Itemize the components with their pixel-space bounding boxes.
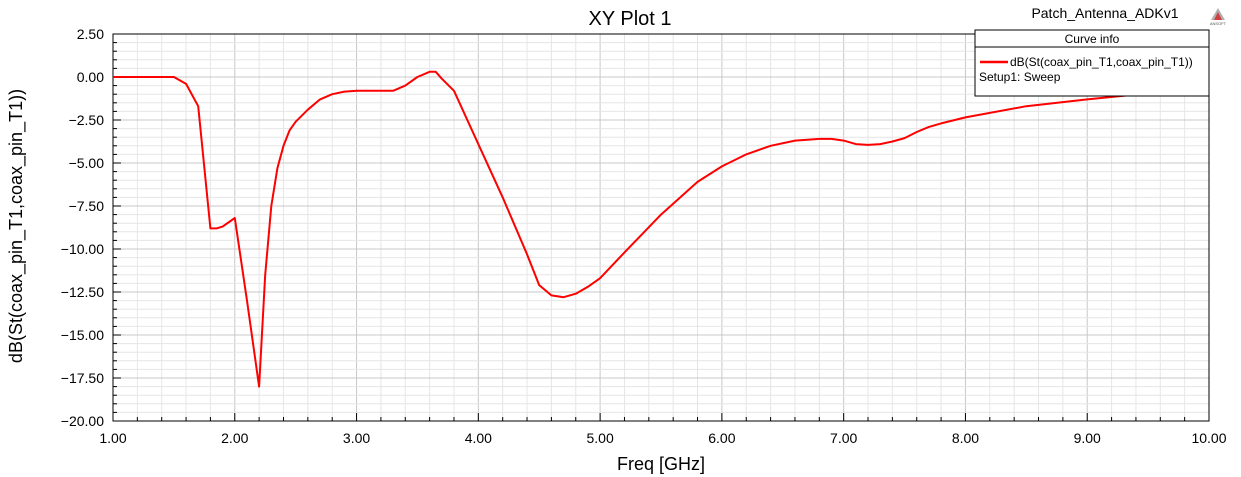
x-tick-label: 8.00 [952, 430, 979, 446]
chart-title: XY Plot 1 [588, 8, 671, 30]
y-tick-label: −2.50 [69, 112, 105, 128]
x-tick-label: 3.00 [343, 430, 370, 446]
project-name: Patch_Antenna_ADKv1 [1031, 5, 1178, 21]
ansoft-logo-icon: ANSOFT [1210, 8, 1227, 26]
axis-ticks [112, 33, 1210, 422]
logo-text: ANSOFT [1210, 21, 1227, 26]
tick-labels: 1.00 2.00 3.00 4.00 5.00 6.00 7.00 8.00 9.00 10.0… [61, 26, 1227, 446]
x-tick-label: 4.00 [465, 430, 492, 446]
grid [112, 33, 1210, 422]
x-tick-label: 2.00 [221, 430, 248, 446]
x-tick-label: 10.00 [1191, 430, 1226, 446]
x-tick-label: 9.00 [1074, 430, 1101, 446]
y-tick-label: −15.00 [61, 327, 104, 343]
legend-title: Curve info [1065, 32, 1120, 46]
y-tick-label: −5.00 [69, 155, 105, 171]
y-tick-label: −17.50 [61, 370, 104, 386]
legend-entry-sublabel: Setup1: Sweep [979, 70, 1061, 84]
series-line-s11 [113, 70, 1209, 388]
legend-entry-label: dB(St(coax_pin_T1,coax_pin_T1)) [1010, 55, 1193, 69]
y-tick-label: −10.00 [61, 241, 104, 257]
y-tick-label: −20.00 [61, 413, 104, 429]
x-tick-label: 7.00 [830, 430, 857, 446]
x-tick-label: 5.00 [586, 430, 613, 446]
x-tick-label: 6.00 [708, 430, 735, 446]
y-axis-label: dB(St(coax_pin_T1,coax_pin_T1)) [6, 89, 27, 363]
x-tick-label: 1.00 [99, 430, 126, 446]
legend-box [974, 29, 1210, 97]
y-tick-label: 2.50 [77, 26, 104, 42]
legend: Curve info dB(St(coax_pin_T1,coax_pin_T1… [974, 29, 1210, 97]
y-tick-label: −12.50 [61, 284, 104, 300]
x-axis-label: Freq [GHz] [617, 454, 705, 474]
plot-frame [112, 33, 1210, 422]
y-tick-label: −7.50 [69, 198, 105, 214]
y-tick-label: 0.00 [77, 69, 104, 85]
